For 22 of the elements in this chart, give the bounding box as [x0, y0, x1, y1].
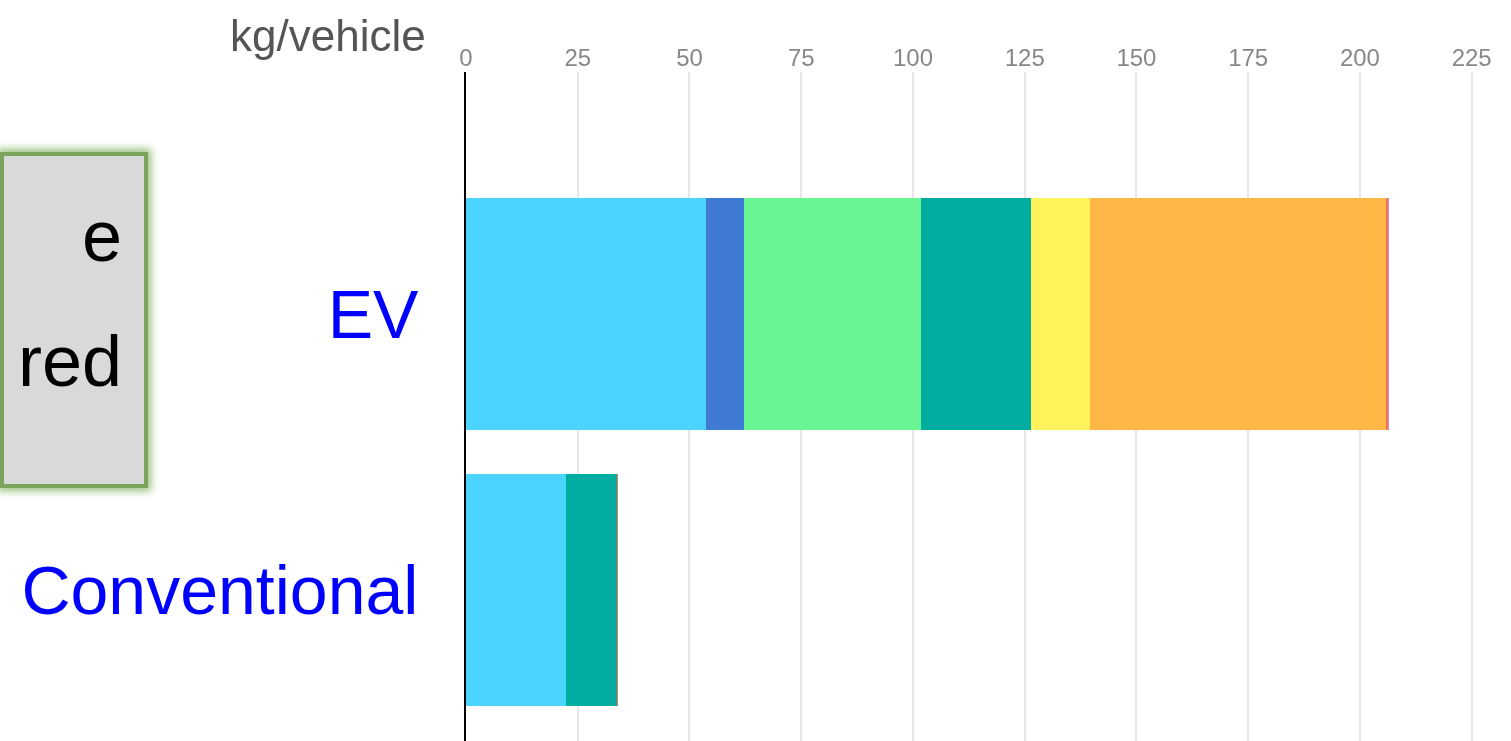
x-tick-label: 225 — [1451, 44, 1492, 72]
bar — [705, 198, 745, 430]
bar — [466, 198, 706, 430]
bar — [1089, 198, 1386, 430]
x-tick-label: 75 — [787, 44, 815, 72]
bar — [466, 474, 566, 706]
x-tick-label: 50 — [676, 44, 703, 72]
y-tick-label: EV — [327, 275, 420, 352]
x-tick-label: 200 — [1339, 44, 1380, 72]
x-axis-title: kg/vehicle — [230, 11, 426, 60]
bar — [921, 198, 1031, 430]
bar — [1030, 198, 1090, 430]
bar — [565, 474, 617, 706]
y-tick-label: Conventional — [21, 551, 419, 628]
x-tick-label: 175 — [1228, 44, 1269, 72]
x-tick-label: 100 — [892, 44, 933, 72]
x-tick-label: 25 — [564, 44, 592, 72]
x-tick-label: 150 — [1116, 44, 1157, 72]
x-tick-label: 125 — [1004, 44, 1045, 72]
note-box: e red — [0, 152, 148, 488]
x-tick-label: 0 — [459, 44, 473, 72]
bar — [744, 198, 922, 430]
